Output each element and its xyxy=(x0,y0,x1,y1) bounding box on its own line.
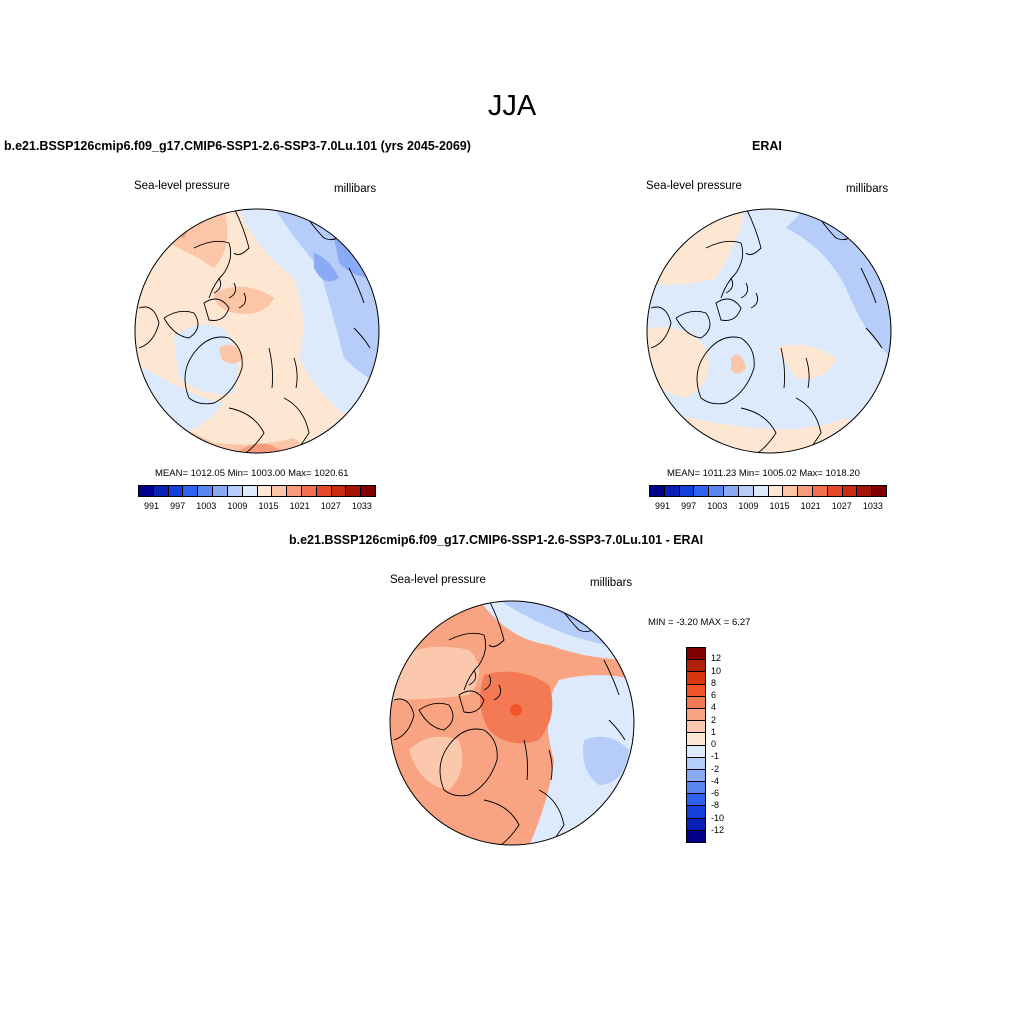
obs-colorbar: 991 997 1003 1009 1015 1021 1027 1033 xyxy=(649,485,887,511)
colorbar-tick-label: 8 xyxy=(711,677,717,688)
colorbar-swatch xyxy=(687,660,705,673)
colorbar-tick-label: 1003 xyxy=(707,501,728,511)
obs-stats: MEAN= 1011.23 Min= 1005.02 Max= 1018.20 xyxy=(667,468,860,479)
colorbar-swatch xyxy=(213,486,228,496)
obs-variable-label: Sea-level pressure xyxy=(646,180,742,192)
colorbar-tick-label: 1033 xyxy=(351,501,372,511)
colorbar-tick-label: 1021 xyxy=(289,501,310,511)
colorbar-tick-label: 1 xyxy=(711,726,717,737)
colorbar-tick-label: -12 xyxy=(711,824,725,835)
colorbar-swatch xyxy=(242,486,258,496)
colorbar-swatch xyxy=(287,486,302,496)
colorbar-swatch xyxy=(153,486,169,496)
model-variable-label: Sea-level pressure xyxy=(134,180,230,192)
model-panel-title: b.e21.BSSP126cmip6.f09_g17.CMIP6-SSP1-2.… xyxy=(4,139,471,153)
diff-stats: MIN = -3.20 MAX = 6.27 xyxy=(648,617,751,628)
colorbar-swatch xyxy=(738,486,754,496)
colorbar-swatch xyxy=(872,486,886,496)
obs-units-label: millibars xyxy=(846,183,889,195)
colorbar-swatch xyxy=(687,733,705,746)
colorbar-tick-label: 6 xyxy=(711,690,717,700)
colorbar-swatch xyxy=(812,486,828,496)
colorbar-swatch xyxy=(687,708,705,722)
colorbar-swatch xyxy=(687,721,705,734)
colorbar-swatch xyxy=(346,486,362,496)
colorbar-swatch xyxy=(272,486,288,496)
diff-polar-map xyxy=(389,600,635,846)
colorbar-swatch xyxy=(183,486,199,496)
colorbar-swatch xyxy=(227,486,243,496)
colorbar-swatch xyxy=(301,486,317,496)
figure-title: JJA xyxy=(487,90,537,122)
colorbar-tick-label: 0 xyxy=(711,739,717,749)
colorbar-swatch xyxy=(753,486,769,496)
colorbar-tick-label: 1027 xyxy=(320,501,341,511)
diff-panel-title: b.e21.BSSP126cmip6.f09_g17.CMIP6-SSP1-2.… xyxy=(289,533,704,547)
colorbar-tick-label: 1033 xyxy=(862,501,883,511)
diff-units-label: millibars xyxy=(590,577,633,589)
colorbar-tick-label: 1003 xyxy=(196,501,217,511)
colorbar-tick-label: 2 xyxy=(711,714,717,725)
colorbar-tick-label: -8 xyxy=(711,800,720,811)
colorbar-swatch xyxy=(783,486,799,496)
colorbar-swatch xyxy=(361,486,375,496)
colorbar-tick-label: -10 xyxy=(711,812,725,823)
colorbar-tick-label: 12 xyxy=(711,653,722,664)
colorbar-swatch xyxy=(664,486,680,496)
colorbar-swatch xyxy=(687,806,705,819)
colorbar-tick-label: -6 xyxy=(711,788,720,798)
colorbar-swatch xyxy=(198,486,214,496)
obs-polar-map xyxy=(646,208,892,454)
colorbar-tick-label: 997 xyxy=(170,501,186,511)
colorbar-swatch xyxy=(687,696,705,709)
colorbar-swatch xyxy=(687,672,705,685)
colorbar-tick-label: 1015 xyxy=(258,501,279,511)
colorbar-swatch xyxy=(687,684,705,697)
colorbar-swatch xyxy=(257,486,273,496)
colorbar-swatch xyxy=(650,486,665,496)
colorbar-swatch xyxy=(709,486,725,496)
colorbar-tick-label: 1027 xyxy=(831,501,852,511)
colorbar-swatch xyxy=(687,794,705,807)
colorbar-swatch xyxy=(687,757,705,770)
diff-variable-label: Sea-level pressure xyxy=(390,574,486,586)
colorbar-swatch xyxy=(687,830,705,842)
colorbar-swatch xyxy=(724,486,739,496)
model-polar-map xyxy=(134,208,380,454)
colorbar-swatch xyxy=(679,486,695,496)
colorbar-tick-label: -4 xyxy=(711,775,720,786)
diff-colorbar: 12 10 8 6 4 2 1 0 -1 -2 -4 -6 -8 -10 -12 xyxy=(686,647,741,843)
colorbar-swatch xyxy=(798,486,813,496)
colorbar-tick-label: 10 xyxy=(711,665,722,676)
colorbar-swatch xyxy=(139,486,154,496)
colorbar-tick-label: 1021 xyxy=(800,501,821,511)
colorbar-swatch xyxy=(687,818,705,831)
colorbar-swatch xyxy=(827,486,843,496)
colorbar-tick-label: 1015 xyxy=(769,501,790,511)
colorbar-swatch xyxy=(694,486,710,496)
colorbar-tick-label: 1009 xyxy=(738,501,759,511)
colorbar-swatch xyxy=(687,769,705,783)
colorbar-tick-label: -2 xyxy=(711,763,720,774)
colorbar-tick-label: 991 xyxy=(655,501,671,511)
colorbar-swatch xyxy=(842,486,858,496)
model-stats: MEAN= 1012.05 Min= 1003.00 Max= 1020.61 xyxy=(155,468,349,479)
colorbar-swatch xyxy=(687,782,705,795)
colorbar-tick-label: 1009 xyxy=(227,501,248,511)
model-units-label: millibars xyxy=(334,183,377,195)
colorbar-tick-label: -1 xyxy=(711,751,720,762)
obs-panel-title: ERAI xyxy=(752,139,782,153)
colorbar-tick-label: 4 xyxy=(711,702,717,713)
model-colorbar: 991 997 1003 1009 1015 1021 1027 1033 xyxy=(138,485,376,511)
colorbar-swatch xyxy=(857,486,873,496)
colorbar-swatch xyxy=(768,486,784,496)
colorbar-tick-label: 991 xyxy=(144,501,160,511)
colorbar-swatch xyxy=(316,486,332,496)
colorbar-swatch xyxy=(331,486,347,496)
colorbar-tick-label: 997 xyxy=(681,501,697,511)
colorbar-swatch xyxy=(168,486,184,496)
colorbar-swatch xyxy=(687,648,705,661)
colorbar-swatch xyxy=(687,745,705,758)
